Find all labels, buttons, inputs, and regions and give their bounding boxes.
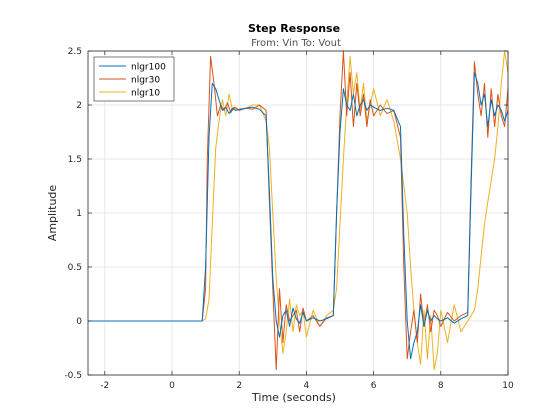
- y-tick-label: 1: [76, 209, 82, 219]
- y-tick-label: 1.5: [68, 155, 82, 165]
- chart-title: Step Response: [248, 22, 340, 35]
- legend: nlgr100 nlgr30 nlgr10: [93, 56, 175, 102]
- x-tick-label: 0: [169, 381, 175, 391]
- y-tick-label: 0.5: [68, 263, 82, 273]
- x-tick-label: 6: [371, 381, 377, 391]
- x-tick-label: 2: [236, 381, 242, 391]
- x-tick-labels: -2 0 2 4 6 8 10: [100, 381, 514, 391]
- y-tick-labels: -0.5 0 0.5 1 1.5 2 2.5: [64, 47, 82, 381]
- x-tick-label: 4: [304, 381, 310, 391]
- x-tick-label: -2: [100, 381, 109, 391]
- legend-label-nlgr100: nlgr100: [131, 63, 166, 73]
- y-tick-label: 0: [76, 317, 82, 327]
- x-tick-label: 10: [502, 381, 514, 391]
- y-tick-label: 2.5: [68, 47, 82, 57]
- y-tick-label: -0.5: [64, 371, 82, 381]
- x-axis-label: Time (seconds): [251, 391, 336, 404]
- series-layer: [88, 50, 509, 371]
- chart-subtitle: From: Vin To: Vout: [251, 38, 341, 49]
- ticks: [88, 50, 509, 376]
- series-line-nlgr100: [88, 72, 509, 360]
- y-axis-label: Amplitude: [46, 185, 59, 242]
- y-tick-label: 2: [76, 101, 82, 111]
- legend-label-nlgr10: nlgr10: [131, 89, 160, 99]
- legend-label-nlgr30: nlgr30: [131, 76, 160, 86]
- x-tick-label: 8: [438, 381, 444, 391]
